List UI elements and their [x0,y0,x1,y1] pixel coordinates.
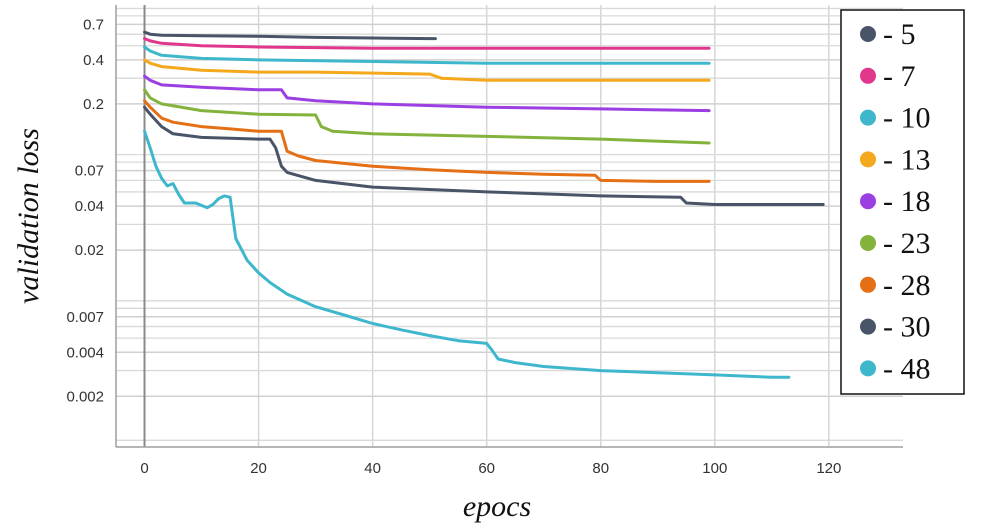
legend-marker [860,26,876,42]
x-tick-label: 60 [478,460,495,477]
legend-label: - 7 [883,60,916,93]
tick-labels: 0 20 40 60 80 100 120 0.7 0.4 0.2 0.07 0.04 0.02 0.00… [66,16,841,477]
series-line [143,74,711,113]
y-tick-label: 0.7 [83,16,104,33]
y-tick-label: 0.004 [66,344,104,361]
legend-label: - 5 [883,18,916,51]
legend-label: - 18 [883,185,931,218]
y-tick-label: 0.002 [66,388,104,405]
y-tick-label: 0.2 [83,96,104,113]
x-axis-title: epocs [463,490,531,523]
x-tick-label: 100 [702,460,727,477]
legend-marker [860,235,876,251]
legend-label: - 28 [883,269,931,302]
x-tick-label: 0 [140,460,148,477]
legend-marker [860,193,876,210]
x-tick-label: 120 [816,460,841,477]
y-tick-label: 0.007 [66,309,104,326]
series-line [143,129,791,379]
y-tick-label: 0.07 [75,163,104,180]
legend-label: - 10 [883,102,931,135]
legend: - 5 - 7 - 10 - 13 - 18 - 23 - 28 - 30 - 48 [840,9,965,395]
series-line [143,105,825,206]
series-line [143,45,711,65]
legend-marker [860,360,876,377]
legend-marker [860,276,876,293]
legend-label: - 23 [883,227,931,260]
legend-label: - 13 [883,143,931,176]
grid-lines [116,5,903,447]
legend-label: - 48 [883,352,931,385]
series-line [143,99,711,183]
y-axis-title: validation loss [12,128,45,304]
series-line [143,30,437,41]
series-line [143,58,711,82]
legend-marker [860,109,876,126]
legend-marker [860,318,876,335]
x-tick-label: 80 [592,460,609,477]
axes [115,5,903,448]
legend-label: - 30 [883,311,931,344]
y-tick-label: 0.4 [83,52,104,69]
legend-marker [860,151,876,168]
x-tick-label: 20 [250,460,267,477]
series-line [143,88,711,145]
legend-marker [860,67,876,84]
y-tick-label: 0.02 [75,242,104,259]
data-series [143,30,825,379]
y-tick-label: 0.04 [75,198,104,215]
series-line [143,37,711,50]
x-tick-label: 40 [364,460,381,477]
